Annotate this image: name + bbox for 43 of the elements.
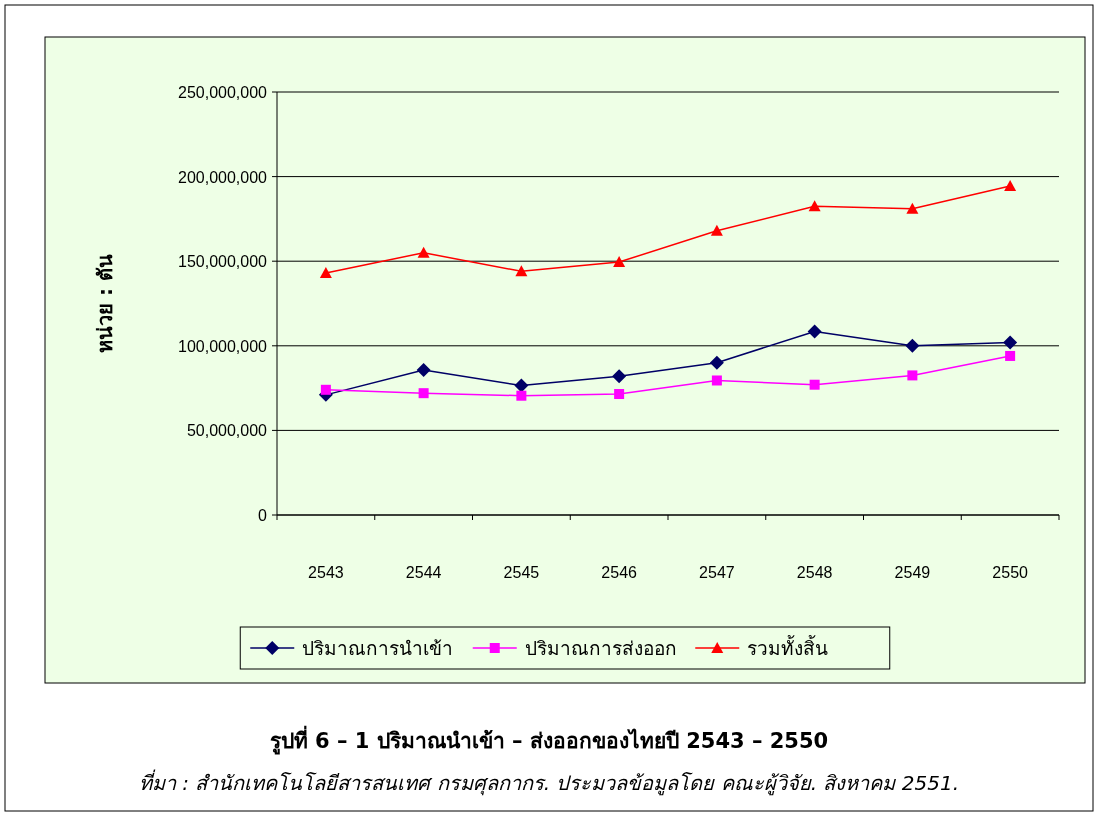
point (416, 363, 431, 377)
point (612, 369, 627, 384)
point (614, 389, 625, 400)
point (905, 338, 920, 353)
point (711, 375, 722, 386)
point (1004, 179, 1017, 191)
x-tick-label: 2550 (992, 564, 1029, 581)
legend-label: รวมทั้งสิ้น (747, 635, 829, 659)
y-tick-label: 50,000,000 (186, 422, 268, 440)
x-tick-label: 2545 (503, 564, 540, 581)
point (906, 202, 919, 214)
y-tick-label: 250,000,000 (178, 84, 268, 101)
x-tick-label: 2543 (308, 564, 344, 581)
x-tick-label: 2547 (699, 564, 735, 581)
point (515, 265, 528, 277)
x-tick-label: 2549 (894, 564, 931, 581)
y-tick-label: 0 (258, 507, 268, 524)
point (418, 388, 429, 399)
point (516, 390, 527, 401)
point (319, 267, 332, 279)
point (709, 355, 724, 370)
text: ที่มา : สำนักเทคโนโลยีสารสนเทศ กรมศุลกากร. ประมวลข้อมูลโดย คณะผู้วิจัย. สิงหาคม 2551. (138, 769, 960, 796)
point (1005, 350, 1016, 361)
y-tick-label: 100,000,000 (178, 337, 268, 355)
point (809, 379, 820, 390)
y-axis-title: หน่วย : ตัน (93, 254, 117, 353)
legend-label: ปริมาณการนำเข้า (302, 637, 454, 659)
x-tick-label: 2548 (796, 564, 833, 581)
y-tick-label: 150,000,000 (178, 253, 268, 271)
point (907, 370, 918, 381)
x-tick-label: 2546 (601, 564, 638, 581)
legend-label: ปริมาณการส่งออก (524, 637, 677, 659)
point (417, 246, 430, 258)
point (320, 384, 331, 395)
point (807, 324, 822, 339)
point (613, 256, 626, 268)
text: รูปที่ 6 – 1 ปริมาณนำเข้า – ส่งออกของไทยปี 2543 – 2550 (269, 725, 829, 755)
y-tick-label: 200,000,000 (178, 168, 268, 186)
point (710, 224, 723, 236)
point (808, 200, 821, 212)
x-tick-label: 2544 (405, 564, 442, 581)
point (514, 378, 529, 393)
point (1003, 335, 1018, 350)
